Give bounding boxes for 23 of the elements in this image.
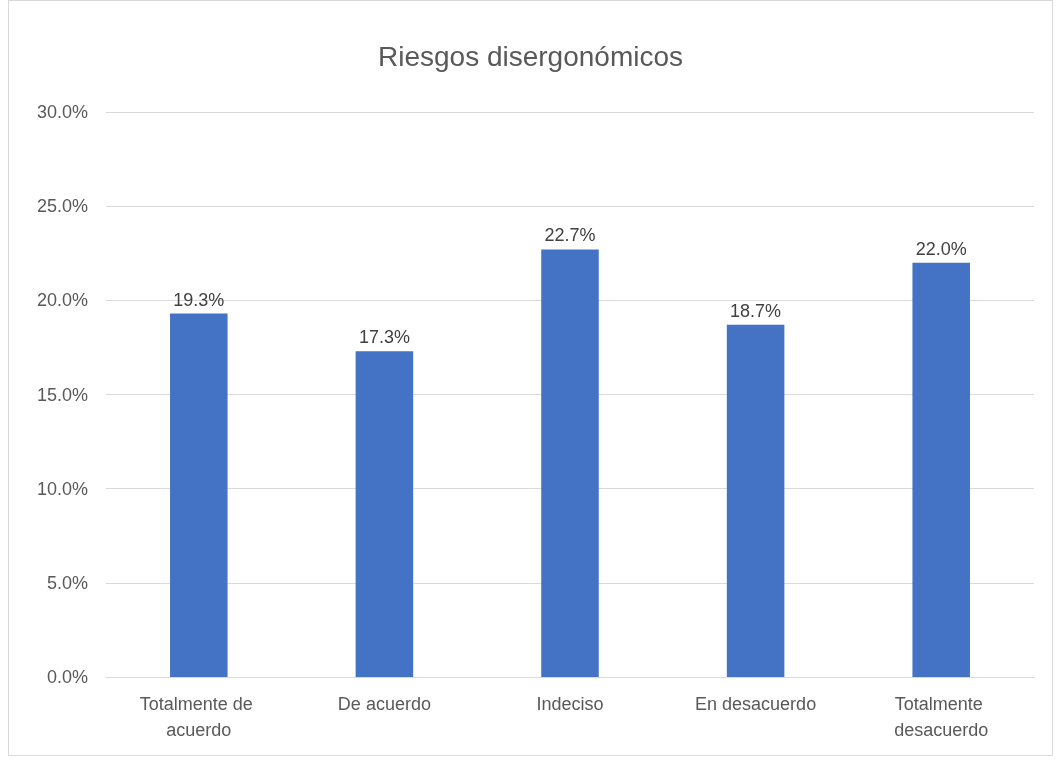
data-label: 17.3% [358,327,410,348]
bar [170,313,228,677]
y-tick-label: 25.0% [36,196,88,217]
y-tick-label: 20.0% [36,290,88,311]
bar [726,324,785,677]
y-tick-label: 5.0% [46,572,88,593]
x-tick-label: Indeciso [536,694,604,714]
data-label: 18.7% [730,300,782,321]
y-tick-label: 30.0% [36,102,88,122]
x-tick-label: Totalmente desacuerdo [894,694,989,740]
x-tick-label: De acuerdo [337,694,431,714]
data-label: 22.0% [915,238,967,259]
data-label: 19.3% [173,289,225,310]
y-tick-label: 0.0% [46,667,88,687]
bar [912,262,970,677]
x-tick-label: En desacuerdo [695,694,817,714]
chart-title: Riesgos disergonómicos [377,40,684,72]
y-tick-label: 10.0% [36,478,88,499]
data-label: 22.7% [544,225,596,246]
x-tick-label: Totalmente de acuerdo [139,694,258,740]
y-tick-label: 15.0% [36,384,88,405]
bar [541,249,599,677]
bar [355,351,414,677]
